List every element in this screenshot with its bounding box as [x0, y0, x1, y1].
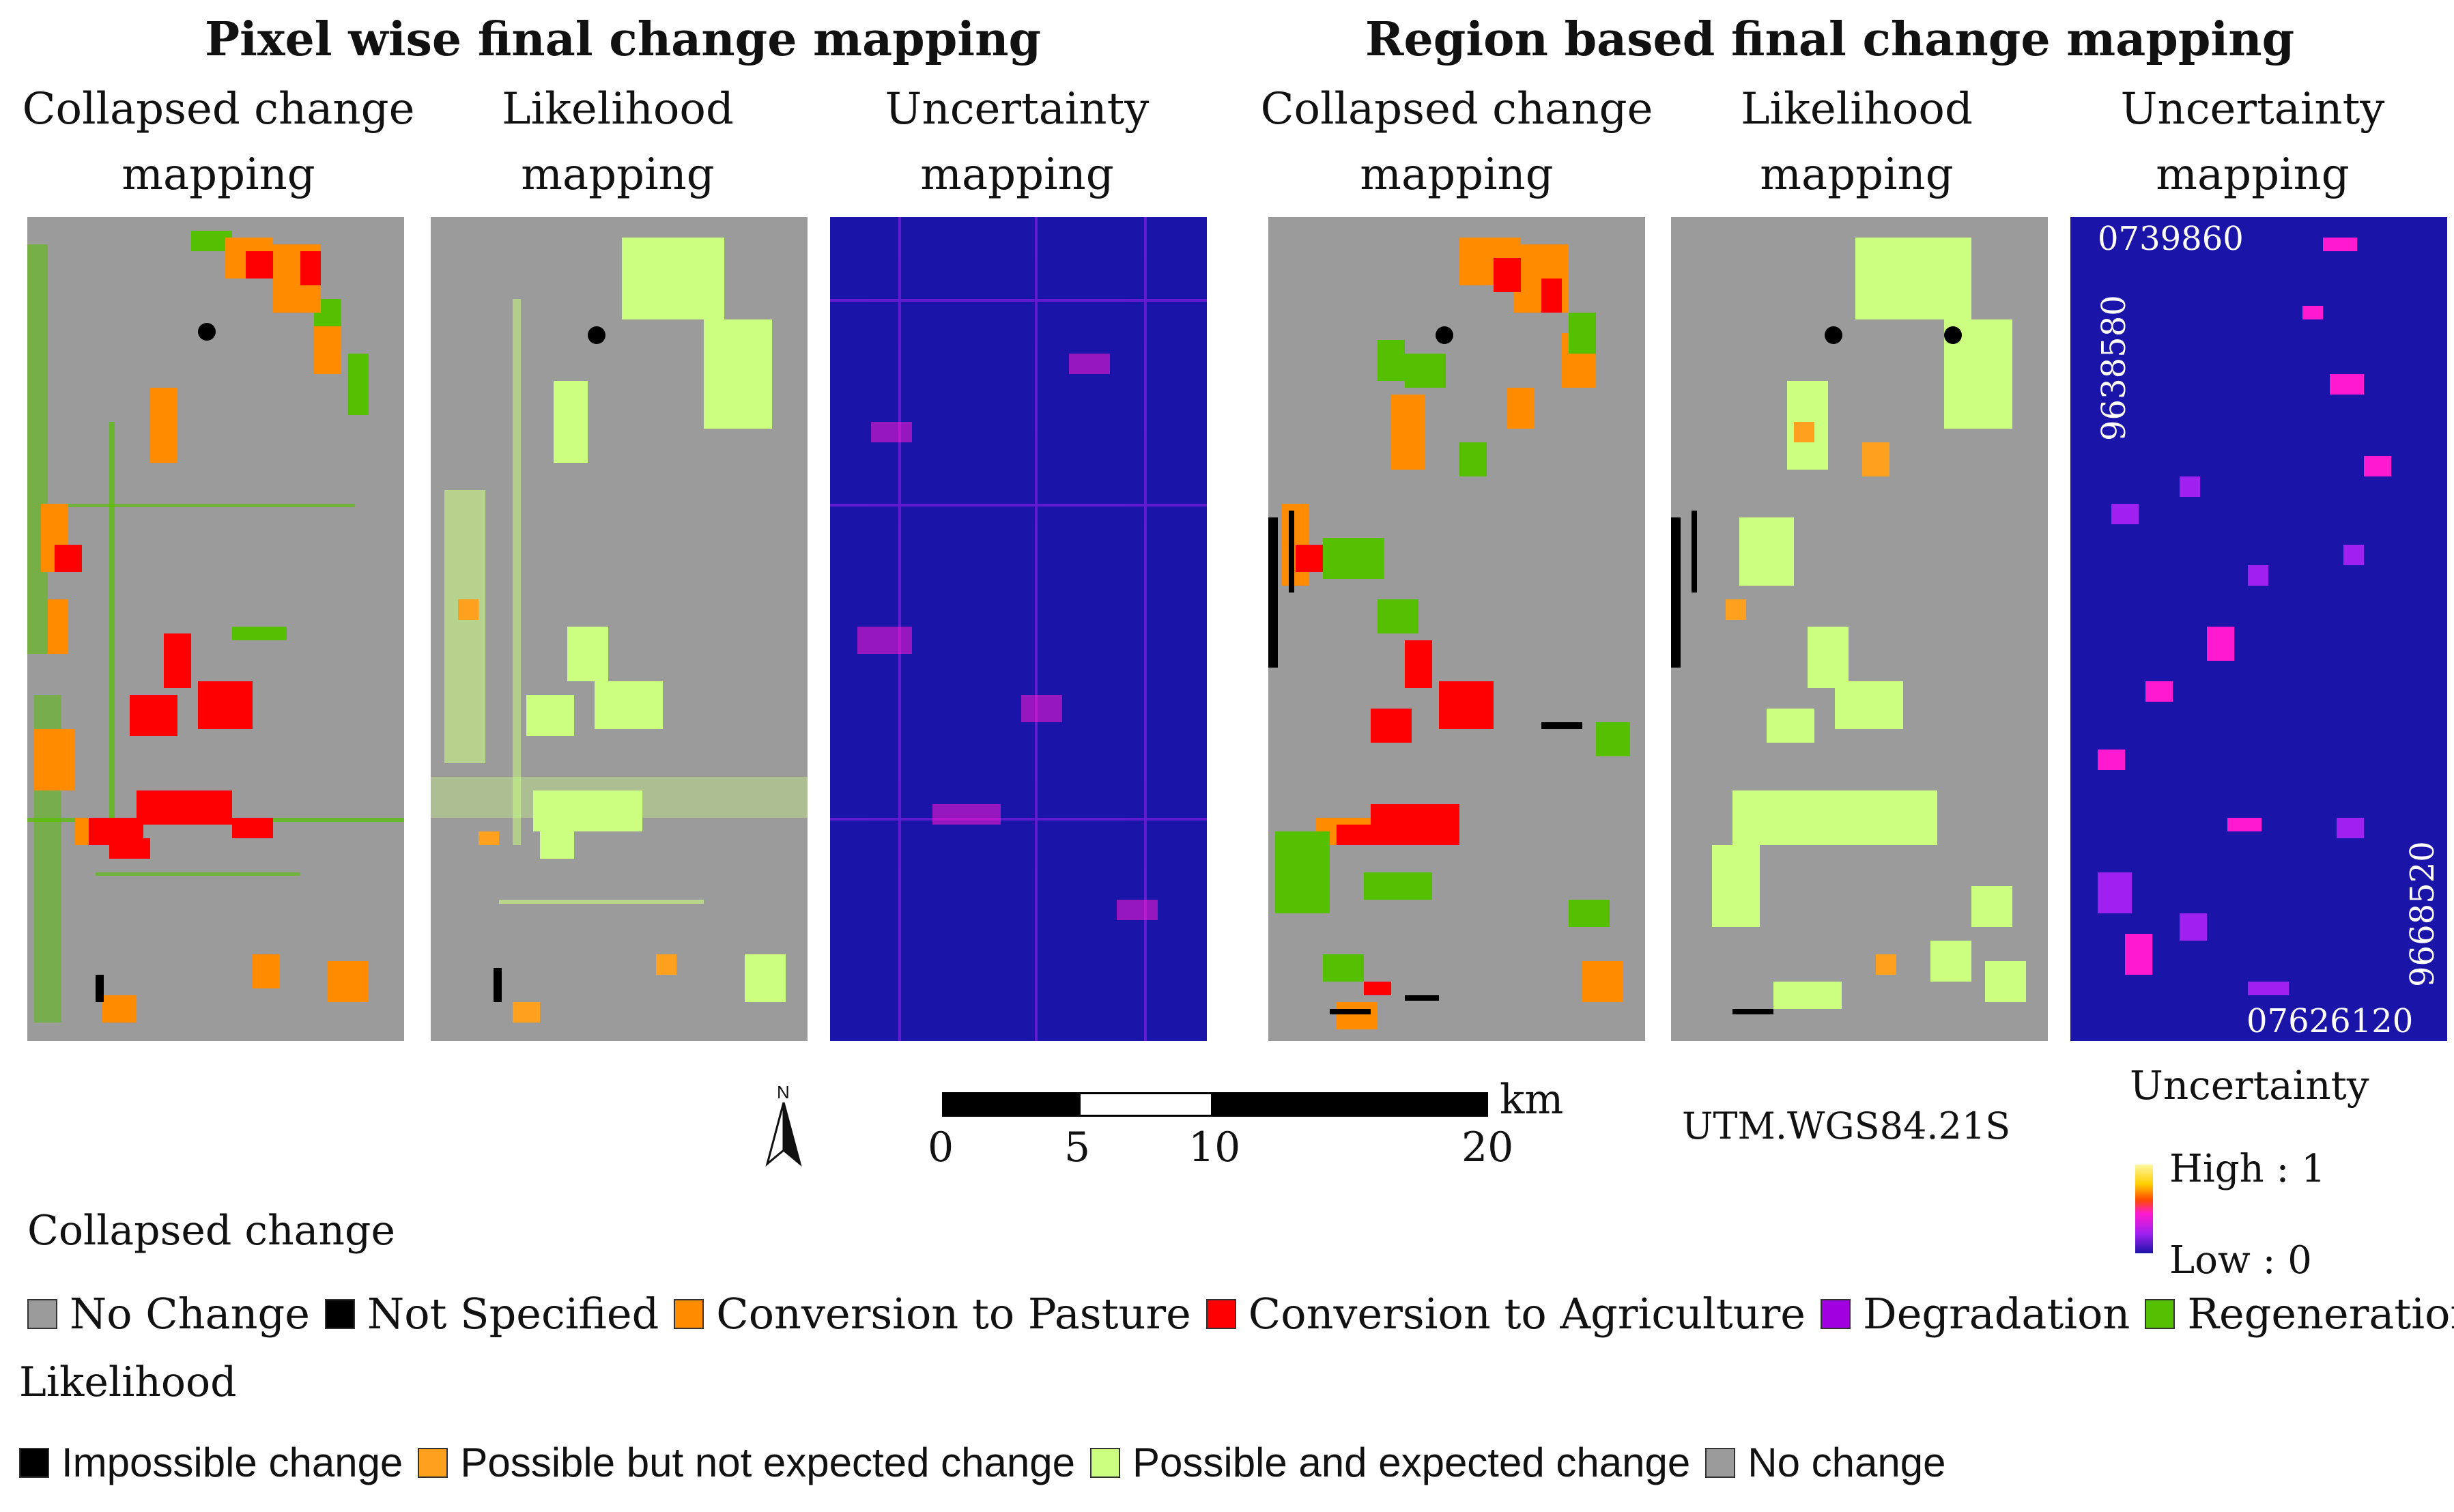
map-pixel-collapsed-change: [27, 217, 404, 1041]
legend-swatch: [324, 1298, 355, 1329]
scale-tick-label: 20: [1461, 1124, 1514, 1171]
likelihood-legend: Impossible change Possible but not expec…: [19, 1439, 1960, 1486]
coord-left-northing: 9638580: [2095, 295, 2133, 441]
panel-title-region-uncertainty: Uncertainty mapping: [2048, 76, 2454, 208]
panel-title-line2: mapping: [122, 149, 315, 200]
scale-bar-segment: [1079, 1092, 1215, 1117]
projection-label: UTM.WGS84.21S: [1682, 1104, 2011, 1147]
legend-swatch: [1089, 1447, 1120, 1478]
scale-bar-segment: [1211, 1092, 1488, 1117]
coord-bottom-easting: 07626120: [2246, 1002, 2414, 1040]
panel-title-line2: mapping: [1760, 149, 1954, 200]
legend-label: Degradation: [1863, 1289, 2130, 1339]
collapsed-change-legend: No Change Not Specified Conversion to Pa…: [27, 1289, 2454, 1339]
legend-swatch: [19, 1447, 49, 1478]
legend-label: Regeneration: [2187, 1289, 2454, 1339]
legend-swatch: [674, 1298, 704, 1329]
legend-label: Conversion to Agriculture: [1248, 1289, 1806, 1339]
legend-swatch: [418, 1447, 448, 1478]
uncertainty-low-label: Low : 0: [2169, 1238, 2312, 1283]
map-region-likelihood: [1671, 217, 2048, 1041]
legend-swatch: [1205, 1298, 1236, 1329]
legend-swatch: [1705, 1447, 1736, 1478]
legend-swatch: [1821, 1298, 1851, 1329]
panel-title-pixel-likelihood: Likelihood mapping: [413, 76, 823, 208]
legend-item-no-change: No Change: [27, 1289, 310, 1339]
map-pixel-uncertainty: [830, 217, 1207, 1041]
legend-item-not-specified: Not Specified: [324, 1289, 659, 1339]
legend-label: No Change: [70, 1289, 310, 1339]
uncertainty-high-label: High : 1: [2169, 1147, 2326, 1191]
legend-item-regeneration: Regeneration: [2145, 1289, 2454, 1339]
north-arrow-icon: [765, 1102, 802, 1167]
legend-item-no-change-likelihood: No change: [1705, 1439, 1945, 1486]
legend-label: Possible but not expected change: [460, 1440, 1075, 1485]
pixel-wise-title: Pixel wise final change mapping: [205, 12, 1042, 67]
panel-title-line1: Likelihood: [502, 84, 734, 134]
legend-label: No change: [1747, 1440, 1946, 1485]
panel-title-pixel-uncertainty: Uncertainty mapping: [812, 76, 1222, 208]
panel-title-line1: Uncertainty: [885, 84, 1150, 134]
legend-label: Possible and expected change: [1132, 1440, 1691, 1485]
panel-title-region-likelihood: Likelihood mapping: [1652, 76, 2061, 208]
map-region-collapsed-change: [1268, 217, 1645, 1041]
legend-label: Not Specified: [367, 1289, 659, 1339]
panel-title-line2: mapping: [521, 149, 715, 200]
region-based-title: Region based final change mapping: [1365, 12, 2295, 67]
coord-top-easting: 0739860: [2098, 220, 2244, 258]
coord-right-northing: 9668520: [2403, 841, 2442, 987]
legend-item-possible-expected: Possible and expected change: [1089, 1439, 1691, 1486]
panel-title-line2: mapping: [1360, 149, 1554, 200]
legend-label: Conversion to Pasture: [716, 1289, 1191, 1339]
panel-title-region-collapsed: Collapsed change mapping: [1252, 76, 1661, 208]
panel-title-line2: mapping: [2156, 149, 2350, 200]
panel-title-pixel-collapsed: Collapsed change mapping: [14, 76, 423, 208]
panel-title-line1: Collapsed change: [22, 84, 415, 134]
scale-bar: km 0 5 10 20: [928, 1076, 1563, 1181]
legend-swatch: [27, 1298, 57, 1329]
panel-title-line1: Collapsed change: [1260, 84, 1653, 134]
scale-unit: km: [1500, 1076, 1564, 1124]
scale-tick-label: 5: [1064, 1124, 1091, 1171]
collapsed-change-legend-title: Collapsed change: [27, 1207, 395, 1255]
legend-label: Impossible change: [61, 1440, 403, 1485]
map-pixel-likelihood: [431, 217, 808, 1041]
panel-title-line2: mapping: [920, 149, 1114, 200]
north-label: N: [777, 1082, 790, 1102]
north-arrow: N: [765, 1082, 805, 1171]
legend-item-possible-not-expected: Possible but not expected change: [418, 1439, 1075, 1486]
likelihood-legend-title: Likelihood: [19, 1358, 237, 1406]
legend-item-conversion-to-pasture: Conversion to Pasture: [674, 1289, 1191, 1339]
legend-item-impossible-change: Impossible change: [19, 1439, 403, 1486]
legend-item-conversion-to-agriculture: Conversion to Agriculture: [1205, 1289, 1806, 1339]
uncertainty-legend-title: Uncertainty: [2130, 1062, 2369, 1109]
uncertainty-gradient: [2135, 1165, 2153, 1253]
panel-title-line1: Likelihood: [1741, 84, 1973, 134]
scale-bar-segment: [942, 1092, 1083, 1117]
legend-item-degradation: Degradation: [1821, 1289, 2130, 1339]
legend-swatch: [2145, 1298, 2175, 1329]
scale-tick-label: 0: [928, 1124, 954, 1171]
panel-title-line1: Uncertainty: [2120, 84, 2385, 134]
scale-tick-label: 10: [1188, 1124, 1241, 1171]
map-region-uncertainty: 0739860 9638580 9668520 07626120: [2070, 217, 2447, 1041]
